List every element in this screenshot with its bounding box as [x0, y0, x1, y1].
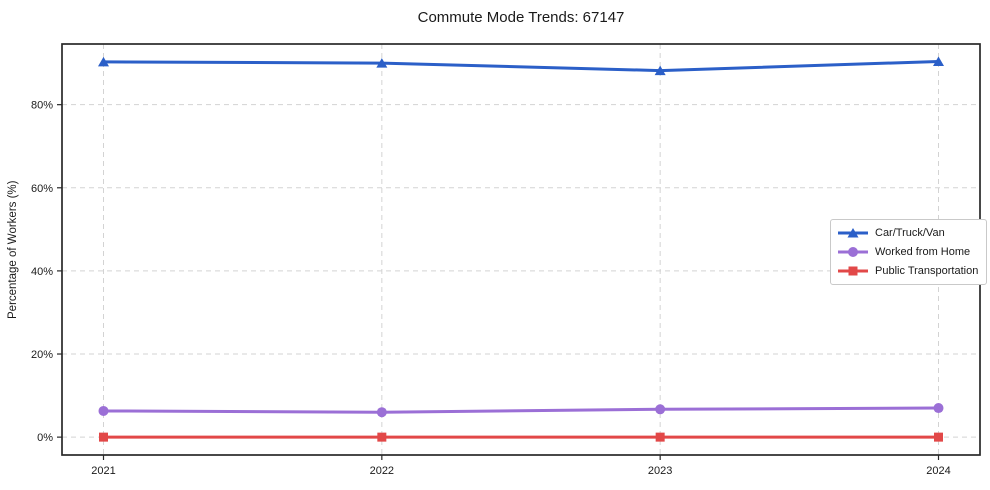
x-tick-label: 2021	[91, 465, 115, 477]
triangle-marker	[376, 58, 388, 68]
circle-marker	[933, 403, 944, 414]
legend-swatch-circle-icon	[838, 247, 868, 257]
x-tick-label: 2024	[926, 465, 950, 477]
circle-marker	[98, 405, 109, 416]
y-tick-label: 80%	[31, 100, 53, 112]
triangle-marker	[654, 65, 666, 76]
y-tick-label: 40%	[31, 266, 53, 278]
square-marker	[99, 432, 108, 442]
circle-marker	[655, 404, 666, 415]
y-tick-label: 60%	[31, 183, 53, 195]
legend-swatch-triangle-icon	[838, 228, 868, 238]
chart-title: Commute Mode Trends: 67147	[417, 9, 625, 26]
square-marker	[377, 432, 387, 442]
legend-swatch-square-icon	[838, 266, 868, 276]
y-tick-label: 20%	[31, 349, 53, 361]
square-marker	[934, 432, 943, 442]
legend-label: Worked from Home	[875, 246, 971, 258]
square-marker	[655, 432, 665, 442]
legend-item-public-transportation: Public Transportation	[837, 263, 978, 279]
square-marker	[848, 266, 858, 276]
triangle-marker	[98, 56, 109, 67]
y-tick-label: 0%	[37, 432, 53, 444]
triangle-marker	[847, 228, 859, 238]
legend-item-car-truck-van: Car/Truck/Van	[837, 225, 978, 241]
legend-label: Public Transportation	[875, 265, 979, 277]
legend-label: Car/Truck/Van	[875, 227, 945, 239]
series-line-worked-from-home	[102, 406, 940, 414]
x-tick-label: 2022	[370, 465, 394, 477]
circle-marker	[848, 247, 858, 257]
series-line-car-truck-van	[102, 59, 940, 73]
legend-item-worked-from-home: Worked from Home	[837, 244, 978, 260]
circle-marker	[376, 407, 387, 418]
x-tick-label: 2023	[648, 465, 672, 477]
legend: Car/Truck/Van Worked from Home Public Tr…	[830, 219, 988, 285]
triangle-marker	[933, 56, 944, 66]
